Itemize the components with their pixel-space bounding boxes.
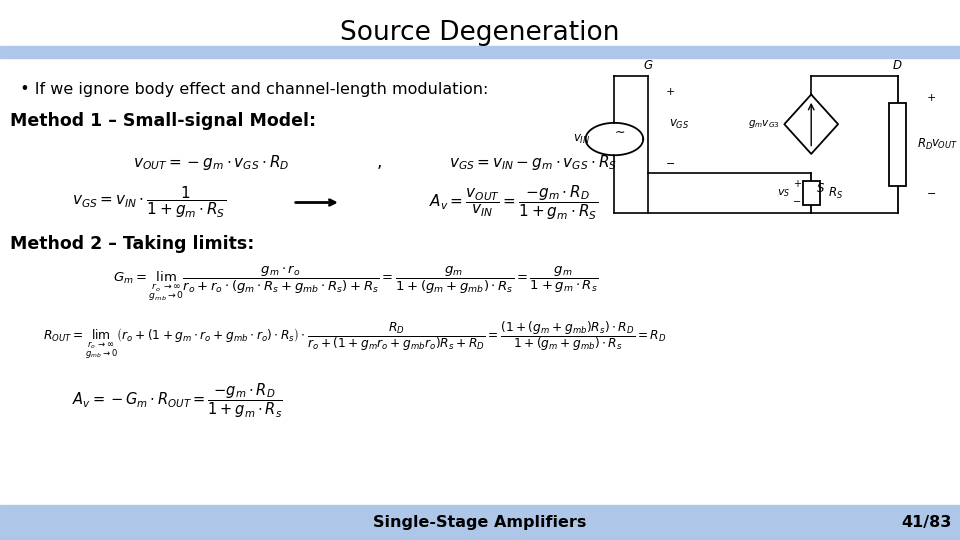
Text: • If we ignore body effect and channel-length modulation:: • If we ignore body effect and channel-l… (10, 82, 488, 97)
Bar (803, 181, 820, 205)
Text: $A_v = -G_m \cdot R_{OUT} = \dfrac{-g_m \cdot R_D}{1 + g_m \cdot R_s}$: $A_v = -G_m \cdot R_{OUT} = \dfrac{-g_m … (72, 381, 283, 420)
Text: $S$: $S$ (816, 183, 825, 195)
Text: $,$: $,$ (376, 153, 382, 171)
Bar (0, 46, 960, 58)
Text: $\sim$: $\sim$ (612, 124, 626, 138)
Bar (0, 505, 960, 540)
Text: 41/83: 41/83 (901, 515, 951, 530)
Text: $+$: $+$ (665, 86, 676, 97)
Text: $R_{OUT} = \lim_{\substack{r_o \to \infty \\ g_{mb} \to 0}} \left(r_o + (1 + g_m: $R_{OUT} = \lim_{\substack{r_o \to \inft… (43, 320, 667, 361)
Text: $v_{GS} = v_{IN} - g_m \cdot v_{GS} \cdot R_S$: $v_{GS} = v_{IN} - g_m \cdot v_{GS} \cdo… (448, 152, 617, 172)
Text: $A_v = \dfrac{v_{OUT}}{v_{IN}} = \dfrac{-g_m \cdot R_D}{1 + g_m \cdot R_S}$: $A_v = \dfrac{v_{OUT}}{v_{IN}} = \dfrac{… (429, 183, 598, 222)
Text: Method 1 – Small-signal Model:: Method 1 – Small-signal Model: (10, 112, 316, 131)
Text: $v_{GS} = v_{IN} \cdot \dfrac{1}{1 + g_m \cdot R_S}$: $v_{GS} = v_{IN} \cdot \dfrac{1}{1 + g_m… (72, 185, 226, 220)
Text: $v_{OUT} = -g_m \cdot v_{GS} \cdot R_D$: $v_{OUT} = -g_m \cdot v_{GS} \cdot R_D$ (132, 152, 290, 172)
Bar (889, 103, 906, 186)
Text: $v_{OUT}$: $v_{OUT}$ (931, 138, 958, 151)
Text: Method 2 – Taking limits:: Method 2 – Taking limits: (10, 235, 254, 253)
Text: $+$: $+$ (793, 178, 802, 189)
Text: $R_S$: $R_S$ (828, 186, 844, 200)
Text: $D$: $D$ (893, 59, 902, 72)
Text: $-$: $-$ (926, 187, 937, 197)
Text: $-$: $-$ (792, 195, 802, 205)
Text: $g_m v_{G3}$: $g_m v_{G3}$ (748, 118, 780, 130)
Text: $G$: $G$ (643, 59, 653, 72)
Text: $v_{GS}$: $v_{GS}$ (669, 118, 689, 131)
Text: $+$: $+$ (926, 92, 937, 103)
Text: Single-Stage Amplifiers: Single-Stage Amplifiers (373, 515, 587, 530)
Text: $-$: $-$ (665, 157, 676, 167)
Text: $v_S$: $v_S$ (777, 187, 790, 199)
Text: $G_m = \lim_{\substack{r_o \to \infty \\ g_{mb} \to 0}} \dfrac{g_m \cdot r_o}{r_: $G_m = \lim_{\substack{r_o \to \infty \\… (112, 264, 598, 303)
Text: $R_D$: $R_D$ (917, 137, 933, 152)
Text: Source Degeneration: Source Degeneration (340, 21, 620, 46)
Text: $v_{IN}$: $v_{IN}$ (573, 132, 590, 146)
